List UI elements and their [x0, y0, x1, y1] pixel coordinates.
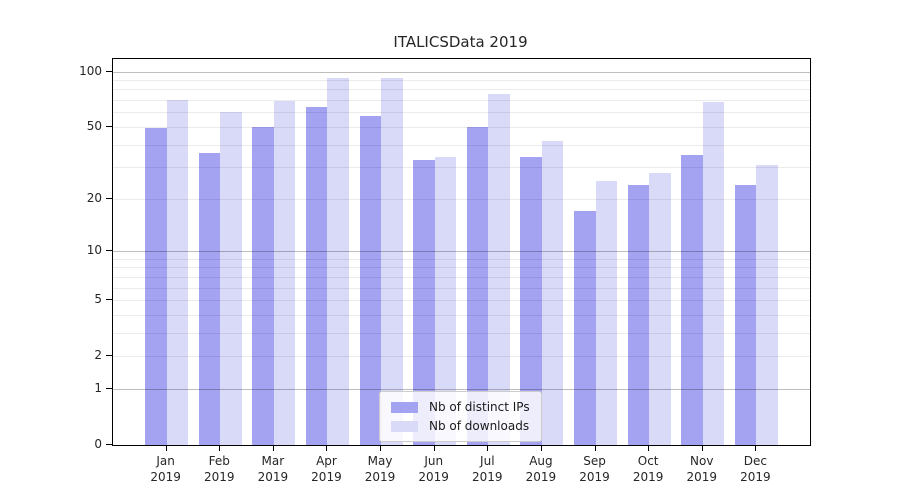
x-tick-label-jun: Jun 2019	[418, 454, 449, 484]
x-tick-mark	[380, 445, 382, 451]
y-tick-label: 0	[94, 437, 102, 451]
bar-nov-distinct-ips	[681, 155, 703, 445]
bar-may-distinct-ips	[359, 116, 382, 445]
bar-jul-downloads	[488, 93, 510, 445]
x-tick-label-dec: Dec 2019	[740, 454, 771, 484]
x-tick-label-may: May 2019	[364, 454, 396, 484]
x-tick-mark	[219, 445, 221, 451]
y-tick-label: 10	[86, 242, 102, 257]
x-tick-label-apr: Apr 2019	[311, 454, 342, 484]
y-tick-label: 50	[86, 118, 102, 133]
legend-label-distinct-ips: Nb of distinct IPs	[429, 400, 530, 414]
bar-nov-downloads	[702, 102, 725, 445]
bar-jun-distinct-ips	[413, 159, 435, 445]
bar-feb-downloads	[220, 112, 242, 445]
x-tick-mark	[648, 445, 650, 451]
bar-sep-downloads	[595, 181, 617, 445]
x-tick-label-sep: Sep 2019	[579, 454, 610, 484]
bar-jun-downloads	[434, 157, 457, 445]
legend-item-downloads: Nb of downloads	[391, 419, 530, 433]
x-tick-label-aug: Aug 2019	[525, 454, 557, 484]
y-tick-mark	[106, 355, 112, 357]
legend-swatch-distinct-ips	[391, 401, 418, 413]
bar-jan-distinct-ips	[145, 128, 167, 445]
x-tick-mark	[540, 445, 542, 451]
bar-mar-distinct-ips	[252, 126, 274, 445]
y-tick-label: 100	[79, 63, 102, 78]
y-tick-mark	[106, 125, 112, 127]
bar-may-downloads	[381, 78, 403, 445]
y-tick-label: 1	[94, 380, 102, 395]
bar-feb-distinct-ips	[198, 152, 221, 445]
x-tick-label-jul: Jul 2019	[472, 454, 503, 484]
x-tick-mark	[487, 445, 489, 451]
x-tick-mark	[272, 445, 274, 451]
y-tick-mark	[106, 249, 112, 251]
bar-jan-downloads	[166, 100, 189, 445]
legend-item-distinct-ips: Nb of distinct IPs	[391, 400, 530, 414]
x-tick-label-mar: Mar 2019	[257, 454, 289, 484]
legend: Nb of distinct IPs Nb of downloads	[379, 391, 542, 442]
bar-aug-downloads	[541, 140, 564, 445]
y-tick-label: 2	[94, 348, 102, 363]
y-tick-mark	[106, 444, 112, 445]
bar-sep-distinct-ips	[574, 211, 596, 445]
x-tick-label-nov: Nov 2019	[686, 454, 718, 484]
bar-mar-downloads	[273, 101, 296, 445]
x-tick-mark	[594, 445, 596, 451]
x-tick-mark	[701, 445, 703, 451]
chart-title: ITALICSData 2019	[393, 33, 528, 51]
x-tick-label-feb: Feb 2019	[203, 454, 235, 484]
plot-area: Nb of distinct IPs Nb of downloads	[112, 58, 811, 446]
x-tick-mark	[433, 445, 435, 451]
bar-oct-distinct-ips	[627, 184, 650, 445]
y-tick-mark	[106, 299, 112, 301]
x-tick-mark	[326, 445, 328, 451]
y-tick-label: 20	[86, 190, 102, 205]
y-tick-mark	[106, 197, 112, 199]
bar-apr-downloads	[327, 78, 349, 445]
bars-layer	[113, 59, 810, 445]
legend-swatch-downloads	[391, 420, 418, 432]
bar-apr-distinct-ips	[306, 107, 328, 445]
x-tick-mark	[165, 445, 167, 451]
y-tick-label: 5	[94, 292, 102, 307]
bar-aug-distinct-ips	[520, 157, 542, 445]
bar-oct-downloads	[649, 172, 671, 445]
x-tick-label-oct: Oct 2019	[632, 454, 664, 484]
bar-dec-downloads	[756, 164, 778, 445]
x-tick-mark	[755, 445, 757, 451]
legend-label-downloads: Nb of downloads	[429, 419, 530, 433]
y-tick-mark	[106, 387, 112, 389]
y-tick-mark	[106, 70, 112, 72]
bar-dec-distinct-ips	[734, 184, 757, 445]
x-tick-label-jan: Jan 2019	[150, 454, 181, 484]
bar-jul-distinct-ips	[466, 126, 489, 445]
